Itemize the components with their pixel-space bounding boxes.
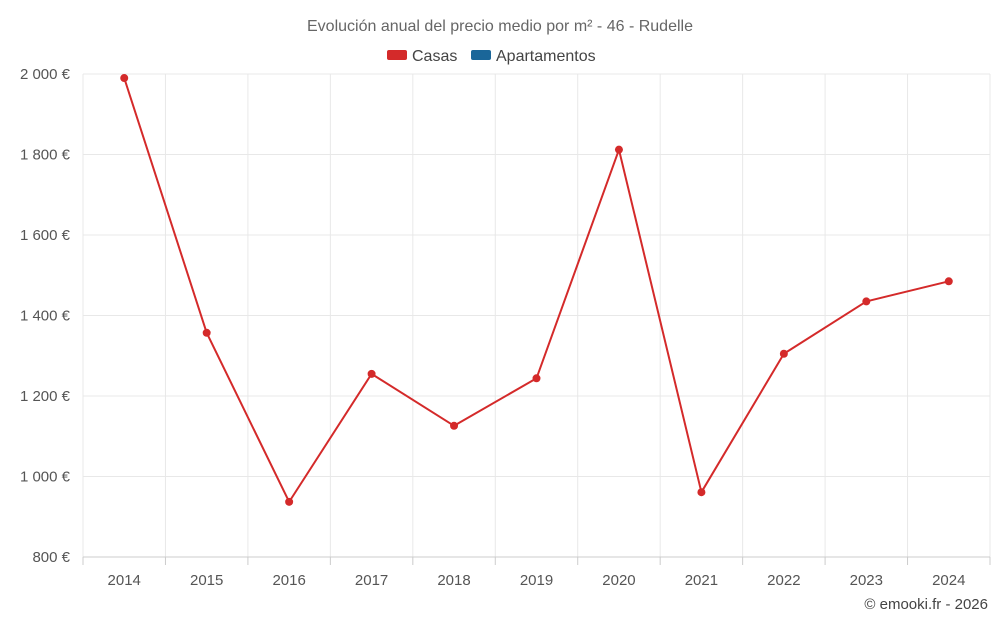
legend-item-casas[interactable]: Casas [387,48,457,65]
y-tick-label: 800 € [32,549,70,566]
credit-text: © emooki.fr - 2026 [864,596,988,613]
y-tick-label: 1 000 € [20,469,71,486]
chart-title: Evolución anual del precio medio por m² … [307,18,693,35]
series-casas [120,74,953,506]
y-gridlines [83,73,990,477]
legend-swatch-casas [387,50,407,60]
y-axis-ticks: 800 € 1 000 € 1 200 € 1 400 € 1 600 € 1 800 €… [20,66,71,566]
x-tick-label: 2014 [108,572,141,589]
data-point-casas-2019[interactable] [532,374,541,383]
x-tick-label: 2024 [932,572,965,589]
legend-label-apartamentos: Apartamentos [496,48,596,65]
x-gridlines [82,74,991,565]
data-point-casas-2022[interactable] [779,349,788,358]
y-tick-label: 1 800 € [20,147,71,164]
data-point-casas-2023[interactable] [862,297,871,306]
legend-swatch-apartamentos [471,50,491,60]
legend: Casas Apartamentos [387,48,596,65]
x-tick-label: 2015 [190,572,223,589]
x-axis-ticks: 2014 2015 2016 2017 2018 2019 2020 2021 2022 2023… [108,572,966,589]
y-tick-label: 1 400 € [20,308,71,325]
data-point-casas-2021[interactable] [697,488,706,497]
legend-item-apartamentos[interactable]: Apartamentos [471,48,596,65]
legend-label-casas: Casas [412,48,457,65]
y-tick-label: 1 200 € [20,388,71,405]
x-tick-label: 2016 [272,572,305,589]
data-point-casas-2024[interactable] [944,277,953,286]
data-point-casas-2017[interactable] [367,369,376,378]
x-tick-label: 2020 [602,572,635,589]
y-tick-label: 1 600 € [20,227,71,244]
data-point-casas-2015[interactable] [202,328,211,337]
x-tick-label: 2022 [767,572,800,589]
y-tick-label: 2 000 € [20,66,71,83]
data-point-casas-2018[interactable] [450,421,459,430]
x-tick-label: 2019 [520,572,553,589]
data-point-casas-2014[interactable] [120,74,129,83]
x-tick-label: 2017 [355,572,388,589]
x-tick-label: 2023 [850,572,883,589]
x-tick-label: 2021 [685,572,718,589]
x-tick-label: 2018 [437,572,470,589]
data-point-casas-2016[interactable] [285,497,294,506]
data-point-casas-2020[interactable] [614,145,623,154]
